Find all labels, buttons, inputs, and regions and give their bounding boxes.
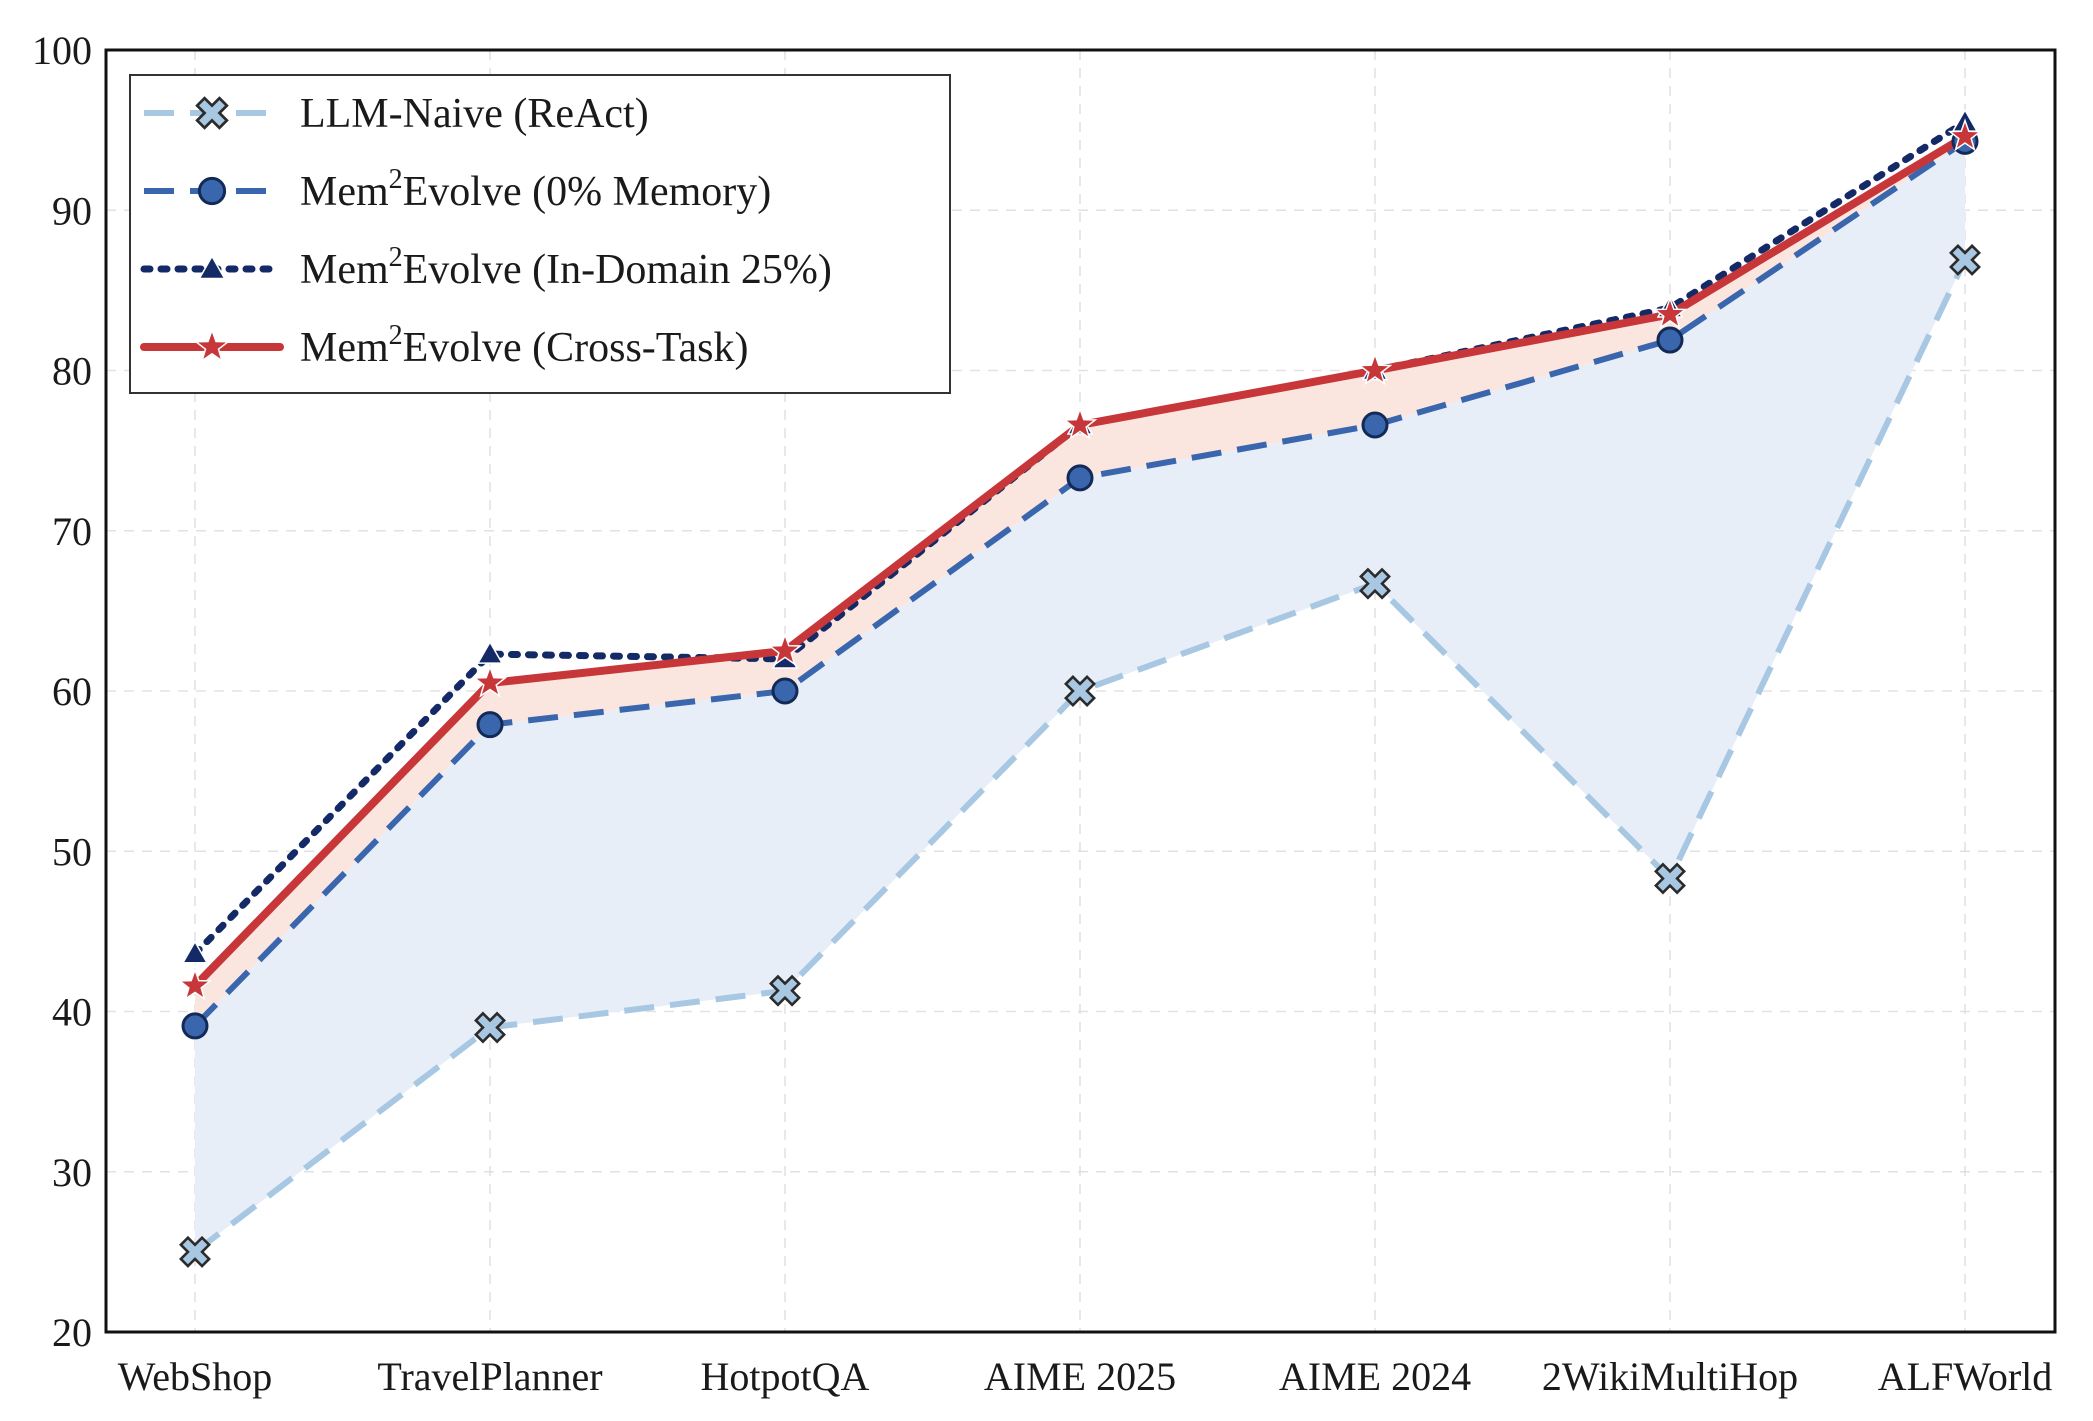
legend-label-main: Mem [300,325,389,371]
x-tick-label: TravelPlanner [377,1354,602,1399]
area-fill [195,141,1965,1252]
star-marker [1062,406,1098,440]
series-markers [177,108,1983,1268]
triangle-marker [476,640,504,664]
y-tick-label: 40 [52,990,92,1035]
y-tick-label: 20 [52,1310,92,1355]
x-marker [1064,675,1096,707]
y-tick-label: 100 [32,28,92,73]
circle-marker [1361,411,1389,439]
x-marker [474,1011,506,1044]
x-marker [769,974,801,1007]
legend-box [129,74,951,394]
plot-frame [104,48,2057,1334]
legend-label-superscript: 2 [389,164,403,195]
x-marker [1949,243,1981,276]
star-marker [472,664,508,698]
legend-label-rest: Evolve (In-Domain 25%) [403,247,832,293]
y-tick-label: 80 [52,349,92,394]
legend-label: LLM-Naive (ReAct) [300,91,649,137]
y-tick-label: 60 [52,669,92,714]
x-tick-label: HotpotQA [701,1354,870,1399]
y-tick-label: 90 [52,188,92,233]
legend-label-main: Mem [300,169,389,215]
x-tick-label: ALFWorld [1878,1354,2053,1399]
circle-marker [1066,464,1094,492]
legend-label-main: Mem [300,247,389,293]
y-tick-label: 70 [52,509,92,554]
x-axis-ticks: WebShop TravelPlanner HotpotQA AIME 2025 AIM… [118,1354,2053,1399]
star-marker [193,327,231,363]
x-marker [195,96,229,130]
star-marker [767,632,803,666]
star-marker [1947,118,1983,152]
x-marker-shape [474,1011,506,1044]
x-tick-label: AIME 2024 [1279,1354,1471,1399]
x-marker-shape [195,96,229,130]
x-tick-label: 2WikiMultiHop [1542,1354,1798,1399]
y-axis-ticks: 20 30 40 50 60 70 80 90 100 [32,28,92,1355]
x-tick-label: AIME 2025 [984,1354,1176,1399]
star-marker [1652,296,1688,330]
circle-marker [1656,326,1684,354]
circle-marker [771,677,799,705]
x-marker-shape [179,1235,211,1268]
x-marker-shape [1949,243,1981,276]
legend-label-rest: Evolve (0% Memory) [403,169,772,215]
legend: LLM-Naive (ReAct)Mem2Evolve (0% Memory)M… [129,74,951,394]
y-tick-label: 50 [52,829,92,874]
star-marker [177,967,213,1001]
triangle-marker [181,940,209,964]
legend-label: Mem2Evolve (0% Memory) [300,164,771,215]
y-tick-label: 30 [52,1150,92,1195]
legend-label-superscript: 2 [389,320,403,351]
circle-marker [181,1012,209,1040]
x-marker-shape [1654,862,1686,895]
circle-marker [197,176,227,206]
circle-marker [476,711,504,739]
x-marker [1654,862,1686,895]
x-marker-shape [1359,567,1391,600]
area-fill [195,136,1965,1026]
x-marker [1359,567,1391,600]
triangle-marker [198,254,226,280]
x-marker-shape [1064,675,1096,707]
x-marker-shape [769,974,801,1007]
star-marker [1357,352,1393,386]
legend-label: Mem2Evolve (Cross-Task) [300,320,748,371]
area-fills [195,136,1965,1252]
x-tick-label: WebShop [118,1354,273,1399]
legend-label-rest: Evolve (Cross-Task) [403,325,749,371]
legend-label-main: LLM-Naive (ReAct) [300,91,649,137]
x-marker [179,1235,211,1268]
legend-label-superscript: 2 [389,242,403,273]
legend-label: Mem2Evolve (In-Domain 25%) [300,242,832,293]
